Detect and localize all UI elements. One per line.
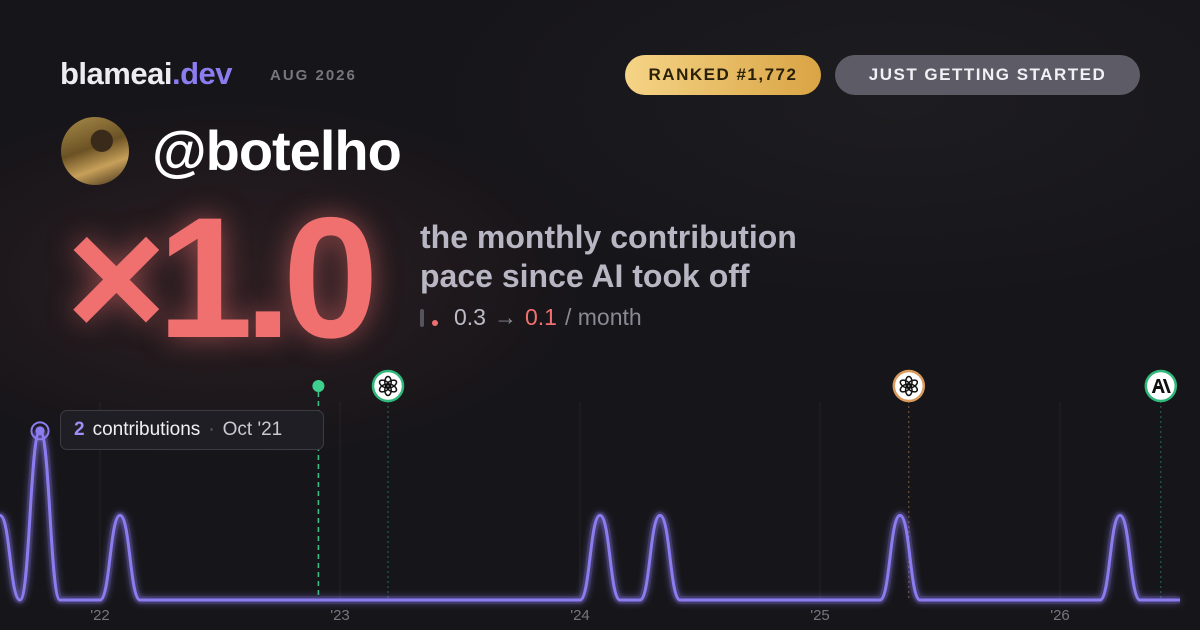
icon-circle (892, 369, 926, 403)
icon-glyph (378, 379, 391, 389)
brand: blameai.dev (60, 56, 232, 92)
hover-point (35, 426, 45, 436)
event-icon (371, 369, 405, 403)
tooltip-value: 2 (74, 419, 85, 440)
event-icon (892, 369, 926, 403)
icon-circle (371, 369, 405, 403)
tooltip-date: Oct '21 (222, 419, 283, 440)
stat-unit: / month (564, 304, 642, 330)
event-dot (312, 380, 325, 392)
x-tick-label: '24 (570, 607, 590, 624)
hover-ring (30, 421, 50, 441)
icon-glyph (899, 379, 912, 389)
event-icon (1144, 369, 1178, 403)
x-tick-label: '26 (1050, 607, 1070, 624)
tooltip-separator: · (208, 419, 215, 440)
tooltip: 2 contributions · Oct '21 (60, 410, 324, 450)
x-tick-label: '25 (810, 607, 830, 624)
stats: 0.3 → 0.1 / month (420, 304, 642, 331)
status-badge: JUST GETTING STARTED (835, 55, 1140, 95)
stats-icon (432, 319, 438, 326)
avatar (61, 117, 129, 185)
handle: @botelho (152, 119, 402, 182)
tooltip-unit: contributions (92, 419, 201, 440)
stat-after: 0.1 (524, 304, 557, 330)
line (0, 429, 1181, 602)
x-tick-label: '22 (90, 607, 110, 624)
icon-glyph (1151, 379, 1171, 393)
line-glow (0, 426, 1181, 605)
rank-badge: RANKED #1,772 (625, 55, 821, 95)
brand-tld: .dev (171, 56, 233, 91)
x-tick-label: '23 (330, 607, 350, 624)
stat-arrow: → (493, 304, 517, 330)
brand-name: blameai (60, 56, 172, 91)
stat-before: 0.3 (454, 304, 486, 330)
stats-icon (420, 308, 424, 327)
period: AUG 2026 (270, 67, 357, 84)
caption: the monthly contribution pace since AI t… (420, 219, 797, 294)
multiplier: ×1.0 (66, 182, 379, 374)
